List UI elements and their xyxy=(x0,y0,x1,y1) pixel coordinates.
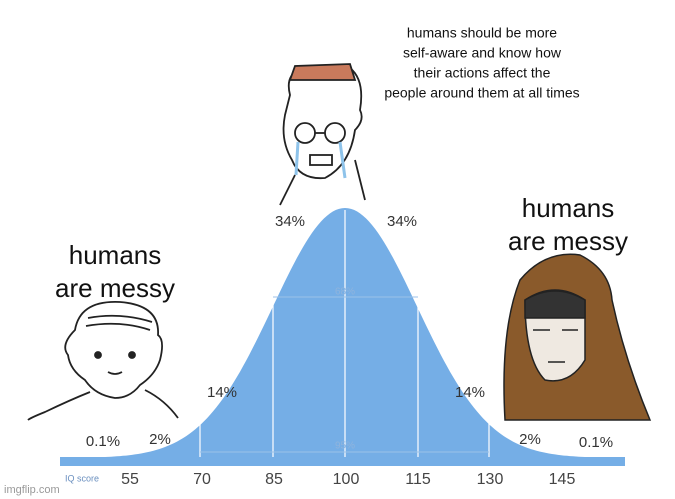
percent-label: 0.1% xyxy=(86,433,120,450)
character-left xyxy=(27,301,179,421)
percent-label: 2% xyxy=(149,431,171,448)
watermark: imgflip.com xyxy=(4,484,60,496)
tick-label: 85 xyxy=(265,471,283,488)
tick-label: 100 xyxy=(333,471,360,488)
axis-title: IQ score xyxy=(65,473,99,483)
range-label: 95% xyxy=(335,441,355,452)
bell-curve xyxy=(60,208,625,458)
caption-line: are messy xyxy=(508,226,628,256)
tick-label: 130 xyxy=(477,471,504,488)
top-caption: humans should be more self-aware and kno… xyxy=(384,25,579,101)
tick-label: 115 xyxy=(405,471,431,488)
tick-label: 55 xyxy=(121,471,139,488)
caption-line: humans xyxy=(69,240,162,270)
character-right xyxy=(503,253,652,421)
range-label: 68% xyxy=(335,287,355,298)
character-middle xyxy=(279,63,366,206)
percent-label: 34% xyxy=(275,213,305,230)
percent-label: 14% xyxy=(207,384,237,401)
range-lines xyxy=(200,296,489,453)
percent-label: 14% xyxy=(455,384,485,401)
caption-line: humans xyxy=(522,193,615,223)
percent-label: 0.1% xyxy=(579,434,613,451)
caption-line: self-aware and know how xyxy=(403,45,562,61)
percent-label: 2% xyxy=(519,431,541,448)
percent-label: 34% xyxy=(387,213,417,230)
caption-line: humans should be more xyxy=(407,25,557,41)
caption-line: their actions affect the xyxy=(414,65,551,81)
axis-band xyxy=(60,457,625,466)
caption-line: people around them at all times xyxy=(384,85,579,101)
sigma-lines xyxy=(199,210,490,457)
tick-label: 145 xyxy=(549,471,576,488)
tick-label: 70 xyxy=(193,471,211,488)
caption-line: are messy xyxy=(55,273,175,303)
